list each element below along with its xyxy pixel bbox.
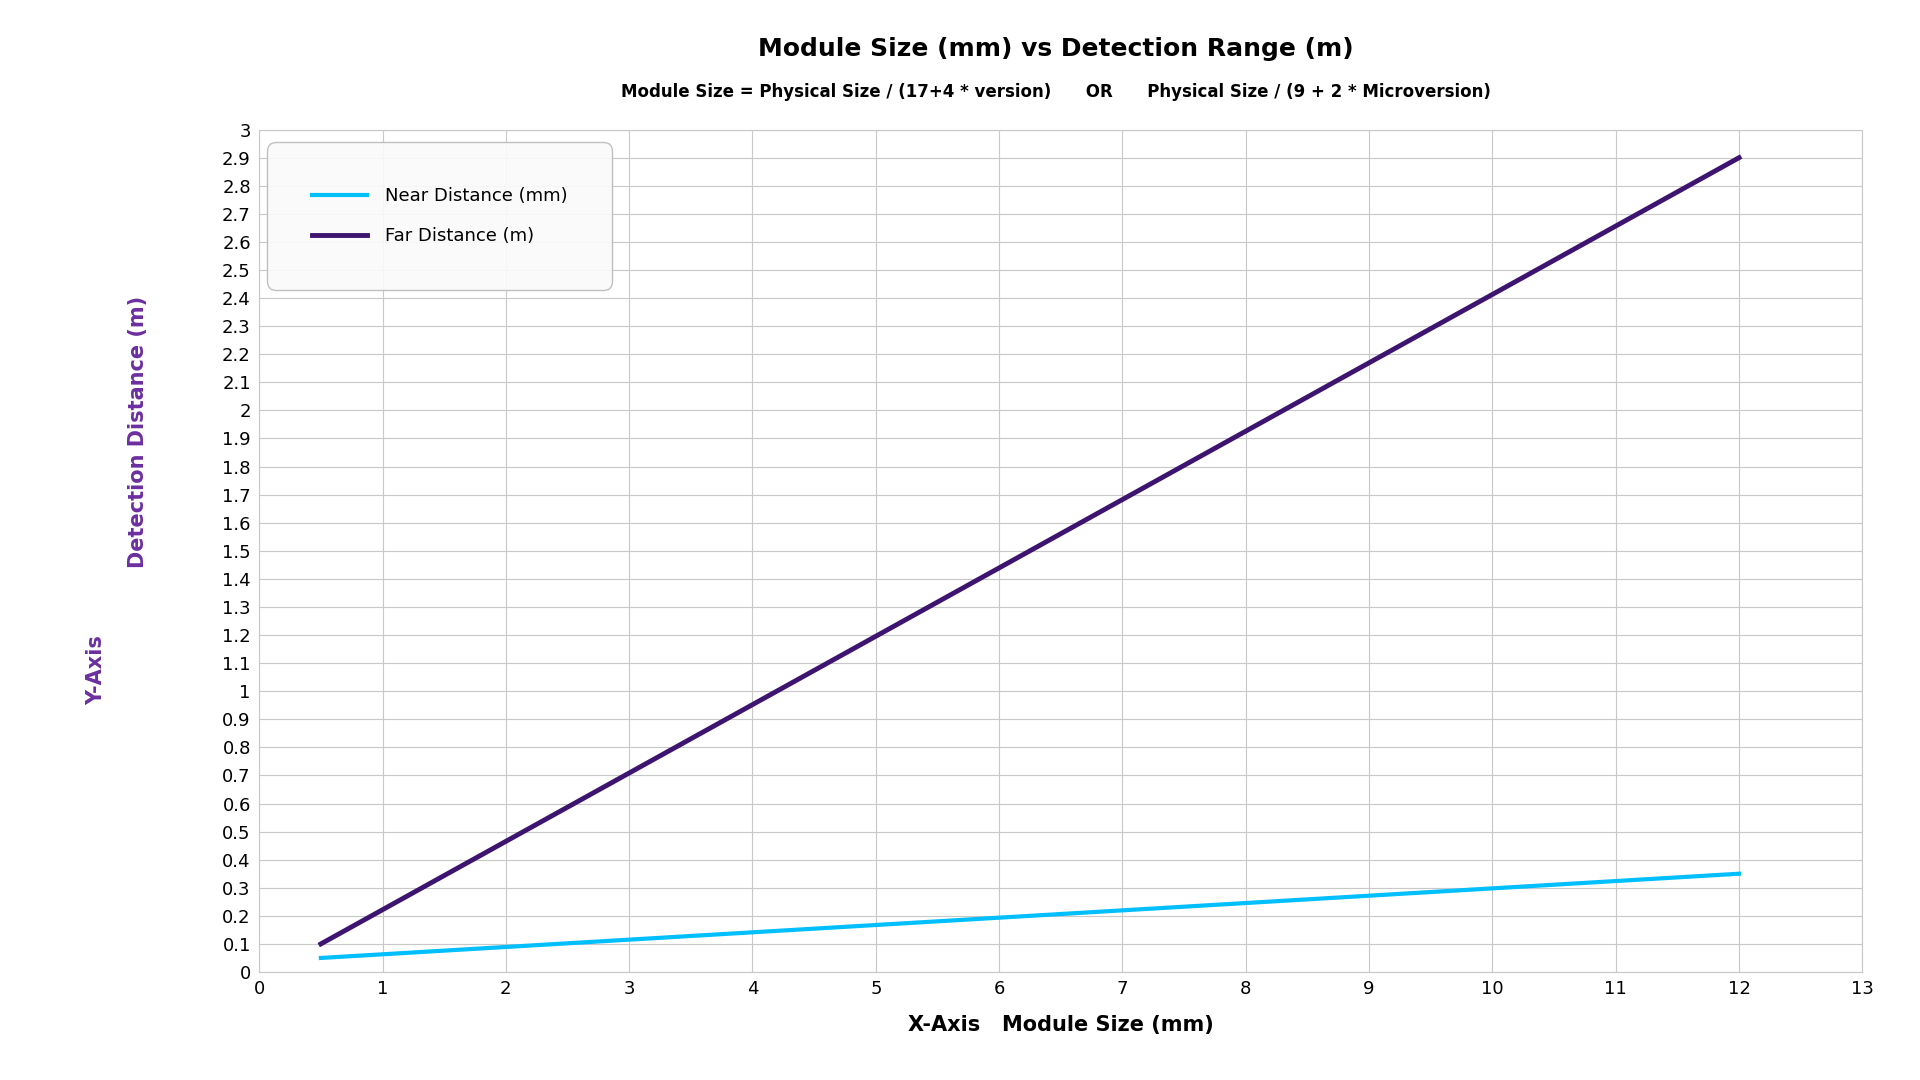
Far Distance (m) xyxy=(1177,456,1200,469)
Far Distance (m) xyxy=(309,937,332,950)
Line: Far Distance (m): Far Distance (m) xyxy=(321,158,1740,944)
Text: Detection Distance (m): Detection Distance (m) xyxy=(129,296,148,568)
Near Distance (mm) xyxy=(1505,880,1528,893)
X-axis label: X-Axis   Module Size (mm): X-Axis Module Size (mm) xyxy=(908,1015,1213,1035)
Line: Near Distance (mm): Near Distance (mm) xyxy=(321,874,1740,958)
Near Distance (mm) xyxy=(1148,902,1171,915)
Far Distance (m) xyxy=(1154,470,1177,483)
Near Distance (mm) xyxy=(1728,867,1751,880)
Far Distance (m) xyxy=(1148,472,1171,485)
Near Distance (mm) xyxy=(315,951,338,964)
Text: Y-Axis: Y-Axis xyxy=(86,635,106,704)
Near Distance (mm) xyxy=(1154,902,1177,915)
Text: Module Size = Physical Size / (17+4 * version)      OR      Physical Size / (9 +: Module Size = Physical Size / (17+4 * ve… xyxy=(620,83,1492,100)
Near Distance (mm) xyxy=(1177,900,1200,913)
Far Distance (m) xyxy=(1596,225,1619,238)
Far Distance (m) xyxy=(1505,274,1528,287)
Near Distance (mm) xyxy=(309,951,332,964)
Text: Module Size (mm) vs Detection Range (m): Module Size (mm) vs Detection Range (m) xyxy=(758,37,1354,60)
Far Distance (m) xyxy=(1728,151,1751,164)
Near Distance (mm) xyxy=(1596,875,1619,888)
Legend: Near Distance (mm), Far Distance (m): Near Distance (mm), Far Distance (m) xyxy=(276,151,603,281)
Far Distance (m) xyxy=(315,935,338,948)
